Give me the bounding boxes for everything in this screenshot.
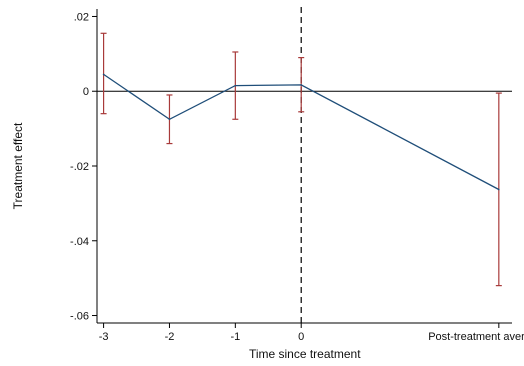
series-line-layer xyxy=(102,73,500,191)
data-point xyxy=(300,84,303,86)
y-tick-label: -.06 xyxy=(70,311,89,323)
data-point xyxy=(102,73,105,76)
y-tick-label: -.04 xyxy=(70,236,89,248)
y-axis-title: Treatment effect xyxy=(11,122,25,209)
reference-lines xyxy=(97,7,512,323)
data-point xyxy=(168,118,171,121)
y-tick-label: -.02 xyxy=(70,161,89,173)
y-tick-label: .02 xyxy=(74,11,89,23)
x-tick-label: -3 xyxy=(99,331,109,343)
y-tick-label: 0 xyxy=(83,86,89,98)
x-tick-label: -1 xyxy=(230,331,240,343)
x-axis-title: Time since treatment xyxy=(249,347,361,361)
data-point xyxy=(234,84,237,87)
x-tick-label: -2 xyxy=(165,331,175,343)
axes-layer: .02 0 -.02 -.04 -.06 -3 -2 -1 0 Post-treatment av… xyxy=(70,9,524,343)
x-tick-label: 0 xyxy=(298,331,304,343)
data-point xyxy=(498,188,500,191)
x-tick-label: Post-treatment average (1-3) xyxy=(428,331,524,343)
